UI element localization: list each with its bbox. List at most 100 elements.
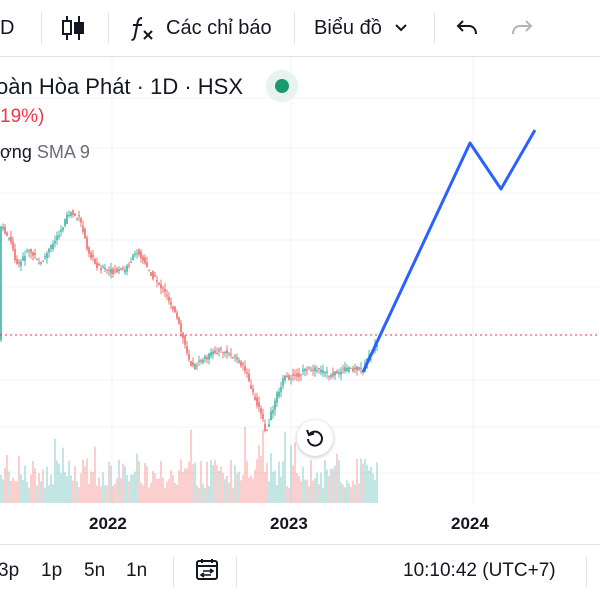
volume-bar xyxy=(224,479,226,503)
volume-bar xyxy=(2,479,4,503)
volume-bar xyxy=(266,463,268,503)
candle-body xyxy=(26,250,28,252)
volume-bar xyxy=(180,459,182,503)
volume-bar xyxy=(352,480,354,503)
volume-bar xyxy=(344,487,346,503)
candle-body xyxy=(84,228,86,239)
volume-bar xyxy=(12,477,14,503)
volume-bar xyxy=(22,479,24,503)
candle-body xyxy=(236,357,238,360)
volume-bar xyxy=(294,442,296,503)
toolbar-divider xyxy=(108,12,109,44)
volume-bar xyxy=(56,460,58,503)
chart-type-button[interactable]: Biểu đồ xyxy=(314,0,408,56)
volume-bar xyxy=(150,482,152,503)
candle-body xyxy=(274,400,276,411)
candle-body xyxy=(316,370,318,372)
date-range-button[interactable] xyxy=(195,558,221,588)
volume-bar xyxy=(160,461,162,503)
volume-bar xyxy=(190,429,192,503)
candle-body xyxy=(188,353,190,360)
candle-body xyxy=(14,248,16,261)
volume-bar xyxy=(132,474,134,503)
range-button[interactable]: 5n xyxy=(84,560,106,581)
trend-drawing[interactable] xyxy=(361,129,537,373)
candle-body xyxy=(214,350,216,354)
volume-bar xyxy=(264,472,266,503)
range-button[interactable]: 1p xyxy=(41,560,63,581)
market-status-indicator[interactable] xyxy=(266,70,298,102)
candle-body xyxy=(288,375,290,380)
redo-button[interactable] xyxy=(510,0,534,56)
volume-bar xyxy=(376,462,378,503)
candle-body xyxy=(216,352,218,354)
volume-bar xyxy=(30,474,32,503)
volume-bar xyxy=(240,480,242,503)
interval-button[interactable]: D xyxy=(0,0,14,56)
candle-body xyxy=(112,268,114,275)
volume-bar xyxy=(292,465,294,503)
volume-legend[interactable]: ợng SMA 9 xyxy=(0,142,90,163)
volume-bar xyxy=(248,477,250,503)
candle-body xyxy=(250,385,252,389)
volume-bar xyxy=(96,485,98,503)
candle-body xyxy=(320,369,322,373)
candle-body xyxy=(184,335,186,345)
price-chart[interactable] xyxy=(0,57,600,505)
volume-bar xyxy=(234,465,236,503)
volume-bar xyxy=(170,470,172,503)
volume-bar xyxy=(136,453,138,503)
volume-bar xyxy=(52,484,54,503)
volume-bar xyxy=(232,487,234,503)
volume-bar xyxy=(256,459,258,503)
candle-body xyxy=(70,212,72,216)
candles-button[interactable] xyxy=(60,0,86,56)
volume-bar xyxy=(268,481,270,503)
volume-bar xyxy=(174,483,176,503)
candle-body xyxy=(358,367,360,370)
candle-body xyxy=(232,357,234,359)
range-button[interactable]: 1n xyxy=(126,560,148,581)
candle-body xyxy=(234,355,236,357)
volume-bar xyxy=(90,471,92,503)
volume-bar xyxy=(214,460,216,503)
volume-bar xyxy=(206,461,208,503)
volume-bar xyxy=(114,483,116,503)
symbol-title[interactable]: oàn Hòa Phát · 1D · HSX xyxy=(0,74,244,99)
volume-bar xyxy=(290,445,292,503)
volume-bar xyxy=(82,459,84,503)
candle-body xyxy=(156,279,158,282)
volume-bar xyxy=(194,462,196,503)
volume-bar xyxy=(78,487,80,503)
candle-body xyxy=(76,217,78,219)
volume-bar xyxy=(140,482,142,503)
volume-bar xyxy=(8,471,10,503)
volume-bar xyxy=(300,480,302,503)
undo-button[interactable] xyxy=(455,0,479,56)
volume-bar xyxy=(276,484,278,503)
candle-body xyxy=(82,226,84,233)
volume-label: ợng xyxy=(0,142,32,162)
candle-body xyxy=(86,237,88,250)
candle-body xyxy=(248,373,250,381)
candle-body xyxy=(280,387,282,392)
indicators-button[interactable]: Các chỉ báo xyxy=(130,0,272,56)
volume-bar xyxy=(220,466,222,503)
candle-body xyxy=(132,255,134,261)
volume-bar xyxy=(282,461,284,503)
x-tick-label: 2023 xyxy=(270,514,308,533)
volume-bar xyxy=(216,465,218,503)
volume-bar xyxy=(332,468,334,503)
candle-body xyxy=(286,375,288,378)
candle-body xyxy=(30,249,32,253)
candle-body xyxy=(146,262,148,267)
reset-chart-button[interactable] xyxy=(297,420,333,456)
volume-bar xyxy=(372,473,374,503)
clock-timezone[interactable]: 10:10:42 (UTC+7) xyxy=(403,560,556,581)
candle-body xyxy=(136,253,138,255)
volume-bar xyxy=(126,475,128,503)
volume-bar xyxy=(44,487,46,503)
candle-body xyxy=(64,219,66,227)
range-button[interactable]: 3p xyxy=(0,560,20,581)
candle-body xyxy=(346,367,348,372)
